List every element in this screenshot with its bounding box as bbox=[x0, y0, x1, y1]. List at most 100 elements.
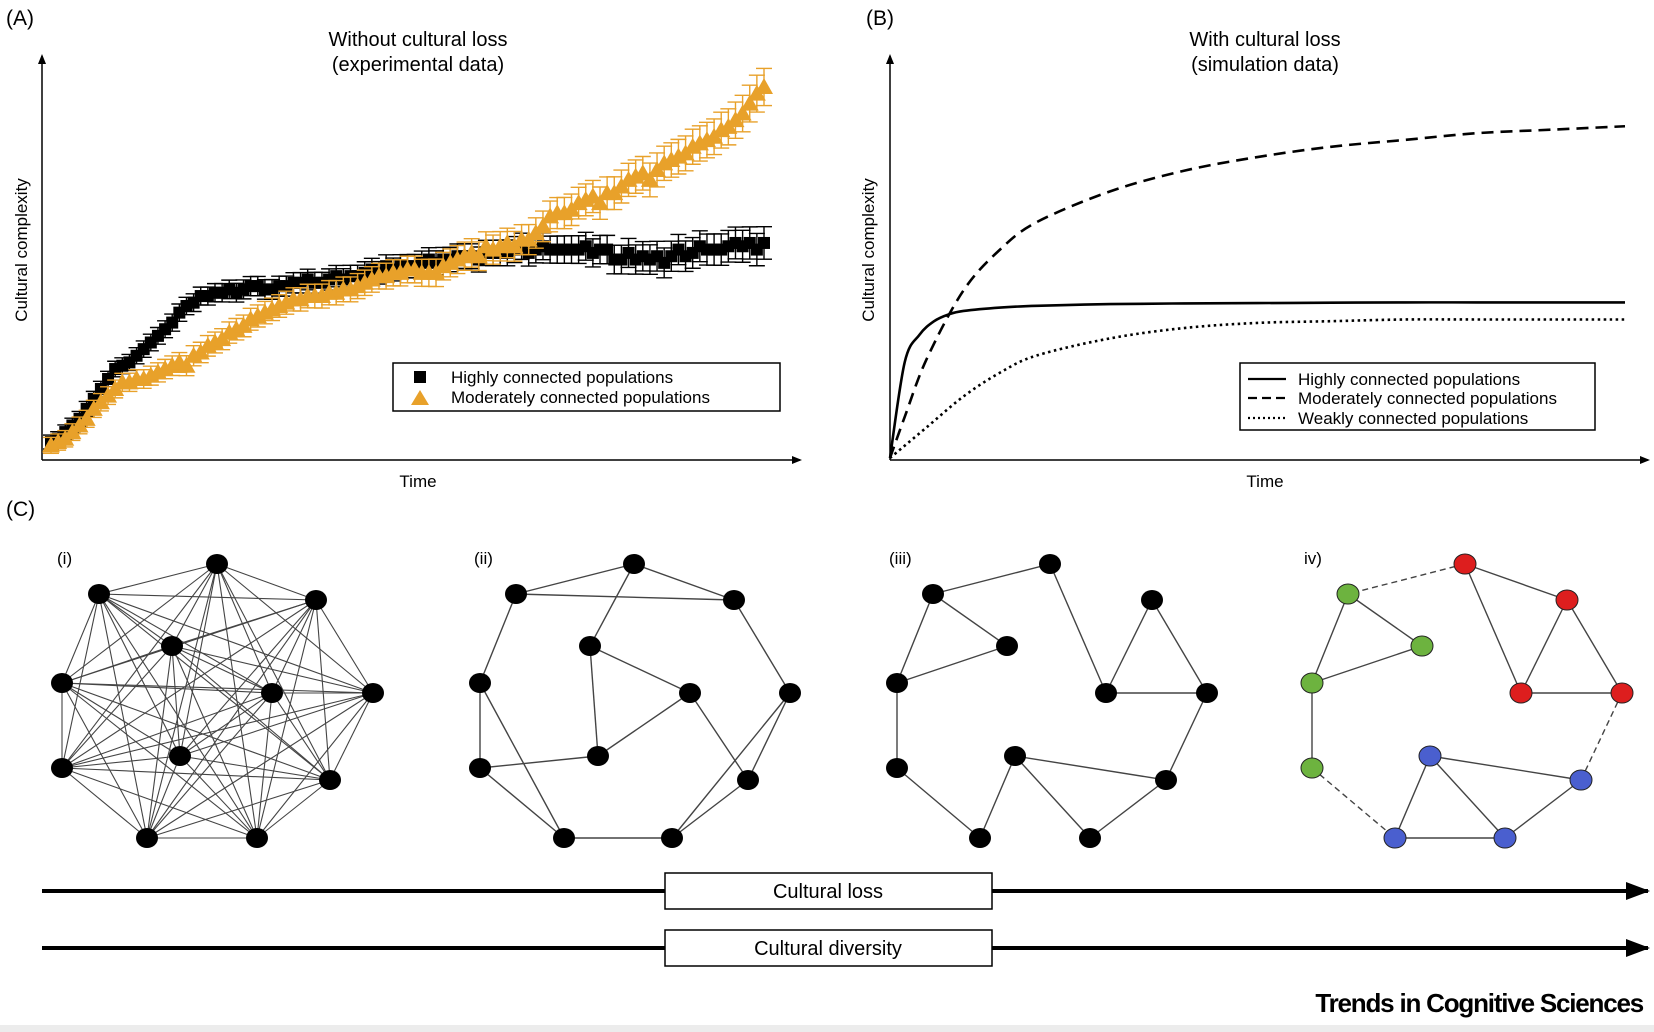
network-edge bbox=[179, 692, 273, 757]
network-node bbox=[579, 636, 601, 656]
network-edge bbox=[896, 767, 981, 839]
network-node bbox=[1300, 757, 1324, 779]
network-edge bbox=[1165, 692, 1208, 781]
network-node bbox=[1196, 683, 1218, 703]
network-node bbox=[1004, 746, 1026, 766]
network-edge-dashed bbox=[1347, 563, 1466, 595]
cultural-diversity-label: Cultural diversity bbox=[754, 938, 902, 960]
network-node bbox=[922, 584, 944, 604]
panel-a-title-line2: (experimental data) bbox=[332, 54, 504, 76]
network-edge bbox=[256, 779, 331, 839]
network-edge bbox=[98, 593, 181, 757]
network-node bbox=[51, 673, 73, 693]
data-point-square bbox=[102, 373, 115, 385]
network-edge bbox=[146, 645, 173, 839]
data-point-square bbox=[758, 236, 770, 249]
network-edge-dashed bbox=[1311, 767, 1396, 839]
network-i bbox=[51, 554, 384, 848]
panel-b-legend-item-2: Weakly connected populations bbox=[1298, 409, 1528, 428]
network-edge bbox=[329, 692, 374, 781]
series-moderately-connected bbox=[42, 67, 773, 455]
network-edge bbox=[61, 593, 100, 684]
network-edge bbox=[271, 692, 331, 781]
network-node bbox=[1410, 635, 1434, 657]
panel-c-label: (C) bbox=[6, 498, 35, 521]
subpanel-iv-label: iv) bbox=[1304, 549, 1322, 568]
panel-a-plot-area bbox=[42, 67, 773, 455]
network-edge bbox=[61, 767, 331, 781]
network-edge bbox=[1464, 563, 1568, 601]
network-edge bbox=[1311, 593, 1349, 684]
network-node bbox=[1453, 553, 1477, 575]
network-edge bbox=[589, 645, 599, 757]
network-edge bbox=[1089, 779, 1167, 839]
network-iv bbox=[1300, 553, 1634, 849]
network-node bbox=[88, 584, 110, 604]
network-edge bbox=[98, 593, 273, 694]
network-node bbox=[136, 828, 158, 848]
network-node bbox=[1155, 770, 1177, 790]
network-edge bbox=[733, 599, 791, 694]
panel-a-legend-item-0: Highly connected populations bbox=[451, 368, 673, 387]
network-node bbox=[206, 554, 228, 574]
network-edge bbox=[98, 593, 148, 839]
network-node bbox=[679, 683, 701, 703]
data-point-triangle bbox=[755, 78, 773, 94]
network-node bbox=[1493, 827, 1517, 849]
network-edge bbox=[98, 563, 218, 595]
network-node bbox=[469, 673, 491, 693]
network-ii bbox=[469, 554, 801, 848]
network-edge bbox=[747, 692, 791, 781]
network-edge bbox=[896, 593, 934, 684]
network-edge bbox=[171, 563, 218, 647]
network-edge bbox=[633, 563, 735, 601]
network-edge bbox=[315, 599, 374, 694]
network-node bbox=[469, 758, 491, 778]
network-edge bbox=[932, 563, 1051, 595]
cultural-loss-box bbox=[664, 872, 993, 910]
subpanel-i-label: (i) bbox=[57, 549, 72, 568]
network-edge bbox=[1464, 563, 1522, 694]
series-line-solid bbox=[888, 301, 1625, 459]
network-node bbox=[1610, 682, 1634, 704]
network-node bbox=[996, 636, 1018, 656]
panel-b-legend-item-0: Highly connected populations bbox=[1298, 370, 1520, 389]
network-node bbox=[1300, 672, 1324, 694]
network-edge bbox=[61, 682, 374, 694]
network-node bbox=[161, 636, 183, 656]
network-edge bbox=[479, 767, 565, 839]
network-edge bbox=[315, 599, 331, 781]
network-edge bbox=[98, 593, 258, 839]
network-node bbox=[623, 554, 645, 574]
panel-a-x-label: Time bbox=[399, 472, 436, 491]
network-edge bbox=[171, 645, 331, 781]
panel-b-title-line1: With cultural loss bbox=[1189, 29, 1340, 51]
data-point-square bbox=[123, 356, 136, 369]
network-edge bbox=[1049, 563, 1107, 694]
network-node bbox=[553, 828, 575, 848]
network-edge bbox=[179, 755, 331, 781]
panel-b-legend: Highly connected populations Moderately … bbox=[1239, 362, 1596, 431]
network-edge bbox=[932, 593, 1008, 647]
cultural-diversity-box bbox=[664, 929, 993, 967]
network-edge bbox=[1014, 755, 1091, 839]
network-node bbox=[587, 746, 609, 766]
data-point-square bbox=[166, 316, 179, 329]
network-edge bbox=[1566, 599, 1623, 694]
network-node bbox=[1569, 769, 1593, 791]
cultural-loss-label: Cultural loss bbox=[773, 881, 883, 903]
network-node bbox=[886, 758, 908, 778]
network-node bbox=[246, 828, 268, 848]
subpanel-ii-label: (ii) bbox=[474, 549, 493, 568]
network-edge bbox=[98, 593, 317, 601]
data-point-triangle bbox=[640, 170, 659, 187]
network-node bbox=[362, 683, 384, 703]
panel-a-title-line1: Without cultural loss bbox=[329, 29, 508, 51]
panel-b-title-line2: (simulation data) bbox=[1191, 54, 1339, 76]
network-edge bbox=[1151, 599, 1208, 694]
network-edge bbox=[61, 755, 181, 769]
network-edge bbox=[61, 645, 173, 684]
network-edge bbox=[1105, 599, 1153, 694]
network-edge bbox=[1311, 645, 1423, 684]
network-edge bbox=[689, 692, 749, 781]
